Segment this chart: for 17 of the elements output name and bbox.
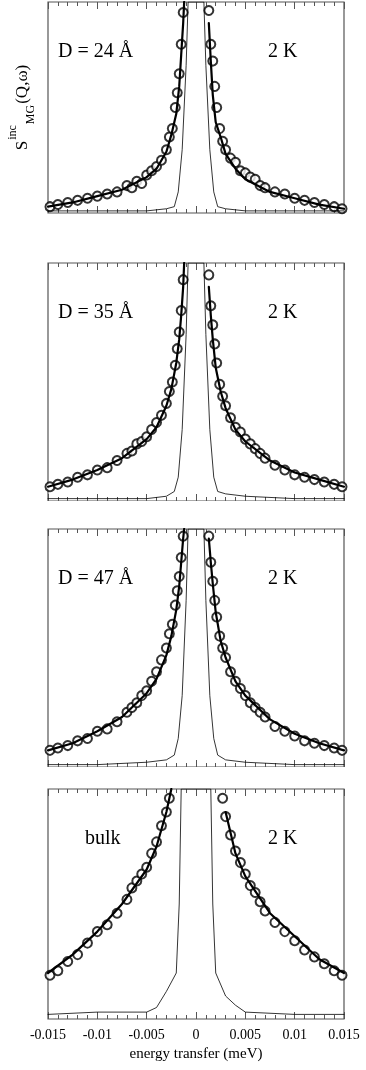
annotation: 2 K [268,566,298,588]
x-tick-label: -0.015 [29,1026,67,1042]
x-axis-title: energy transfer (meV) [129,1045,263,1063]
annotation: D = 24 Å [58,39,134,61]
annotation: 2 K [268,39,298,61]
annotation: 2 K [268,826,298,848]
annotation: 2 K [268,300,298,322]
y-axis-title: SincMG(Q,ω) [5,64,37,151]
annotation: bulk [85,826,121,848]
x-tick-label: 0.015 [328,1026,360,1042]
x-tick-label: 0 [192,1026,200,1042]
annotation: D = 47 Å [58,566,134,588]
x-tick-label: 0.01 [282,1026,307,1042]
annotation: D = 35 Å [58,300,134,322]
x-tick-label: -0.005 [128,1026,165,1042]
x-tick-label: -0.01 [82,1026,112,1042]
x-tick-label: 0.005 [229,1026,262,1042]
